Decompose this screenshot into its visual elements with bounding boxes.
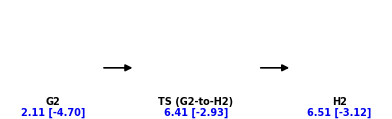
Text: 2.11 [-4.70]: 2.11 [-4.70] xyxy=(21,107,85,118)
Text: H2: H2 xyxy=(332,97,347,107)
Text: G2: G2 xyxy=(45,97,60,107)
Text: 6.41 [-2.93]: 6.41 [-2.93] xyxy=(164,107,228,118)
Text: TS (G2-to-H2): TS (G2-to-H2) xyxy=(158,97,234,107)
Text: 6.51 [-3.12]: 6.51 [-3.12] xyxy=(307,107,371,118)
